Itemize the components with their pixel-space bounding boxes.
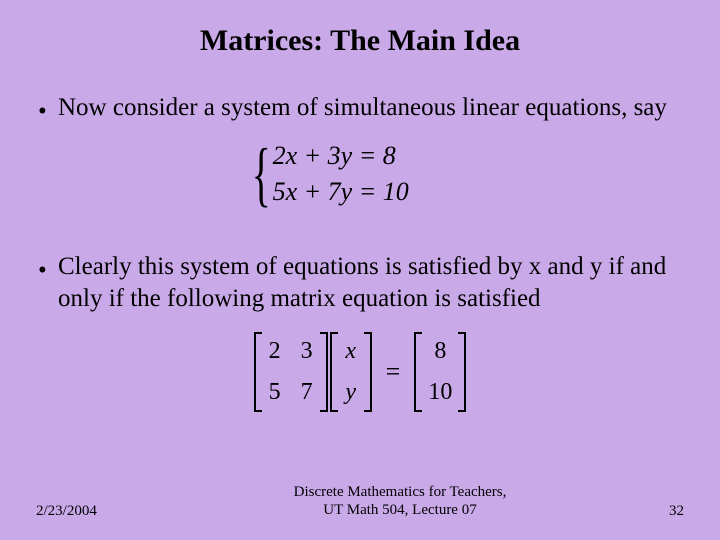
footer-line1: Discrete Mathematics for Teachers,	[294, 484, 507, 500]
eq1-rhs: 8	[383, 141, 396, 170]
bullet-dot: •	[36, 251, 58, 314]
bullet-dot: •	[36, 92, 58, 127]
equation-system: { 2x + 3y = 8 5x + 7y = 10	[244, 135, 684, 213]
A-1-0: 5	[268, 379, 282, 406]
A-1-1: 7	[300, 379, 314, 406]
equation-lines: 2x + 3y = 8 5x + 7y = 10	[273, 135, 409, 213]
b-0: 8	[428, 338, 452, 365]
bullet-1-text: Now consider a system of simultaneous li…	[58, 92, 684, 127]
b-1: 10	[428, 379, 452, 406]
footer-center: Discrete Mathematics for Teachers, UT Ma…	[196, 483, 604, 521]
bullet-2: • Clearly this system of equations is sa…	[36, 251, 684, 314]
equation-2: 5x + 7y = 10	[273, 177, 409, 207]
left-bracket-icon	[330, 332, 338, 412]
matrix-equation: 2 3 5 7 x y = 8 10	[36, 332, 684, 412]
bullet-2-text: Clearly this system of equations is sati…	[58, 251, 684, 314]
vector-x: x y	[330, 332, 372, 412]
eq2-rhs: 10	[383, 177, 409, 206]
slide-footer: 2/23/2004 Discrete Mathematics for Teach…	[0, 483, 720, 521]
bullet-1: • Now consider a system of simultaneous …	[36, 92, 684, 127]
footer-line2: UT Math 504, Lecture 07	[323, 502, 476, 518]
vector-b: 8 10	[414, 332, 466, 412]
right-bracket-icon	[458, 332, 466, 412]
right-bracket-icon	[320, 332, 328, 412]
matrix-A: 2 3 5 7	[254, 332, 328, 412]
A-0-0: 2	[268, 338, 282, 365]
A-0-1: 3	[300, 338, 314, 365]
x-0: x	[344, 338, 358, 365]
left-bracket-icon	[414, 332, 422, 412]
footer-page-number: 32	[604, 503, 684, 520]
right-bracket-icon	[364, 332, 372, 412]
left-brace-icon: {	[252, 142, 271, 207]
equals-sign: =	[386, 357, 401, 387]
x-1: y	[344, 379, 358, 406]
slide: Matrices: The Main Idea • Now consider a…	[0, 0, 720, 540]
footer-date: 2/23/2004	[36, 503, 196, 520]
left-bracket-icon	[254, 332, 262, 412]
equation-1: 2x + 3y = 8	[273, 141, 409, 171]
slide-title: Matrices: The Main Idea	[36, 24, 684, 58]
